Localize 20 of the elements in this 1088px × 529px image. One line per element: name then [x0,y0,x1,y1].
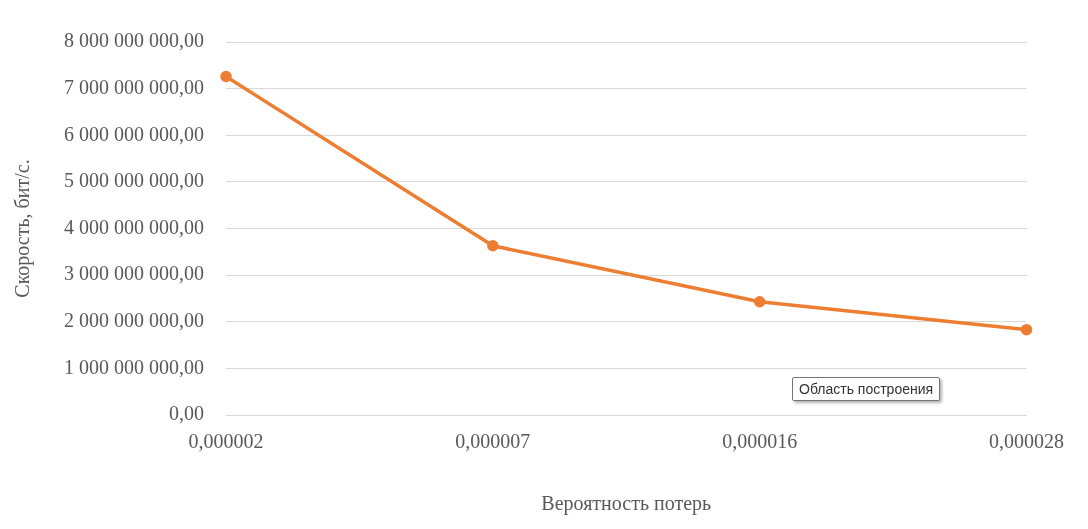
x-axis-title: Вероятность потерь [541,492,712,516]
y-tick-label: 4 000 000 000,00 [64,215,204,238]
point [1020,323,1033,336]
y-tick-label: 5 000 000 000,00 [64,169,204,192]
point [487,240,499,252]
annotation: Область построения [792,377,941,401]
x-tick-label: 0,000028 [989,430,1064,453]
y-tick-label: 6 000 000 000,00 [64,122,204,145]
x-tick-label: 0,000016 [722,430,798,453]
x-tick-label: 0,000007 [455,430,531,453]
y-axis-title: Скорость, бит/с. [11,159,35,298]
y-tick-label: 0,00 [169,402,204,425]
y-tick-label: 7 000 000 000,00 [64,75,204,98]
y-tick-label: 3 000 000 000,00 [64,262,204,285]
y-tick-label: 1 000 000 000,00 [64,355,204,378]
point [220,70,232,83]
point [753,295,766,308]
x-tick-label: 0,000002 [188,430,264,453]
y-tick-label: 8 000 000 000,00 [64,29,204,52]
y-tick-label: 2 000 000 000,00 [64,309,204,331]
